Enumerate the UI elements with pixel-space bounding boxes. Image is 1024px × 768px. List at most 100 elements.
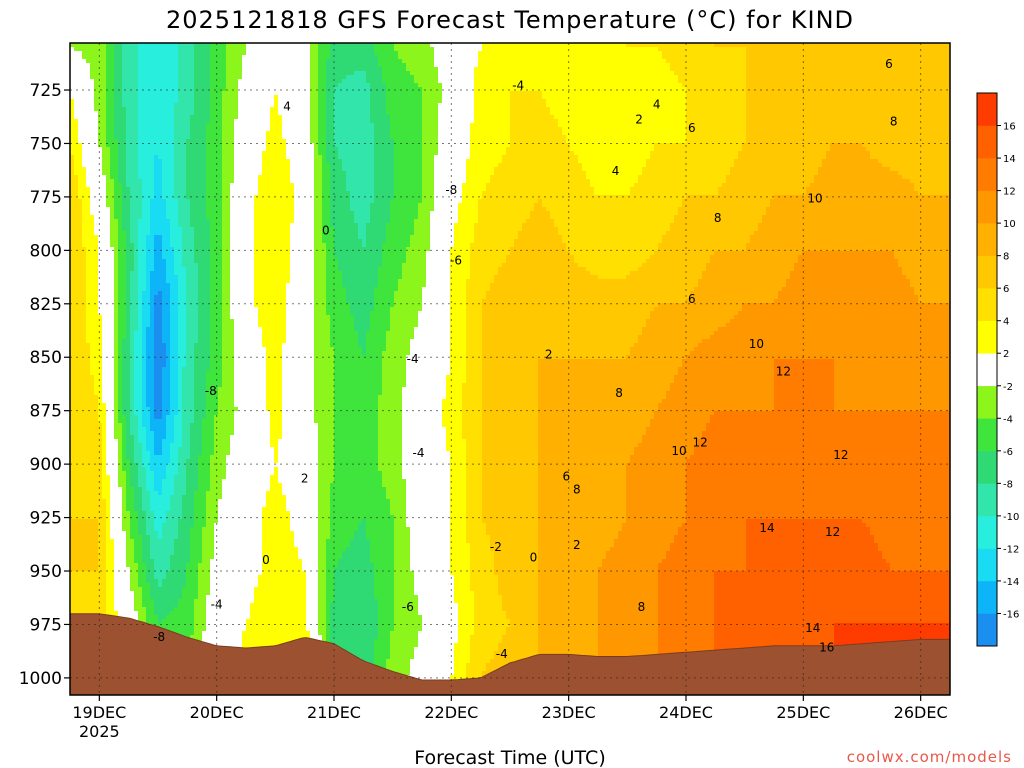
- temperature-cell: [90, 431, 95, 436]
- temperature-cell: [90, 471, 95, 476]
- temperature-cell: [78, 359, 83, 364]
- temperature-cell: [90, 559, 95, 564]
- temperature-cell: [78, 407, 83, 412]
- temperature-cell: [86, 311, 91, 316]
- temperature-cell: [86, 431, 91, 436]
- temperature-cell: [98, 511, 103, 516]
- temperature-cell: [90, 359, 95, 364]
- temperature-cell: [82, 371, 87, 376]
- temperature-cell: [98, 63, 103, 68]
- temperature-cell: [86, 347, 91, 352]
- temperature-cell: [98, 359, 103, 364]
- temperature-cell: [90, 55, 95, 60]
- temperature-cell: [82, 467, 87, 472]
- temperature-cell: [82, 591, 87, 596]
- temperature-cell: [86, 551, 91, 556]
- temperature-cell: [82, 251, 87, 256]
- temperature-cell: [78, 243, 83, 248]
- temperature-cell: [74, 371, 79, 376]
- temperature-cell: [98, 451, 103, 456]
- temperature-cell: [78, 403, 83, 408]
- temperature-cell: [94, 79, 99, 84]
- temperature-cell: [86, 231, 91, 236]
- temperature-cell: [102, 71, 107, 76]
- temperature-cross-section-chart: 2025121818 GFS Forecast Temperature (°C)…: [0, 0, 1024, 768]
- temperature-cell: [82, 411, 87, 416]
- temperature-cell: [82, 435, 87, 440]
- temperature-cell: [74, 231, 79, 236]
- temperature-cell: [90, 599, 95, 604]
- temperature-cell: [98, 423, 103, 428]
- temperature-cell: [74, 63, 79, 68]
- temperature-cell: [86, 531, 91, 536]
- temperature-cell: [74, 455, 79, 460]
- temperature-cell: [90, 487, 95, 492]
- temperature-cell: [90, 291, 95, 296]
- temperature-cell: [78, 63, 83, 68]
- temperature-cell: [90, 455, 95, 460]
- temperature-cell: [82, 95, 87, 100]
- temperature-cell: [78, 583, 83, 588]
- temperature-cell: [94, 395, 99, 400]
- temperature-cell: [90, 531, 95, 536]
- temperature-cell: [98, 267, 103, 272]
- temperature-cell: [82, 199, 87, 204]
- temperature-cell: [78, 295, 83, 300]
- temperature-cell: [74, 163, 79, 168]
- temperature-cell: [86, 579, 91, 584]
- temperature-cell: [90, 191, 95, 196]
- temperature-cell: [74, 487, 79, 492]
- temperature-cell: [98, 135, 103, 140]
- temperature-cell: [90, 523, 95, 528]
- temperature-cell: [78, 231, 83, 236]
- temperature-cell: [98, 291, 103, 296]
- temperature-cell: [94, 311, 99, 316]
- temperature-cell: [86, 375, 91, 380]
- temperature-cell: [82, 151, 87, 156]
- temperature-cell: [86, 547, 91, 552]
- temperature-cell: [94, 139, 99, 144]
- temperature-cell: [90, 79, 95, 84]
- temperature-cell: [82, 563, 87, 568]
- temperature-cell: [94, 223, 99, 228]
- temperature-cell: [98, 287, 103, 292]
- temperature-cell: [82, 339, 87, 344]
- temperature-cell: [74, 187, 79, 192]
- temperature-cell: [82, 331, 87, 336]
- temperature-cell: [90, 511, 95, 516]
- temperature-cell: [78, 599, 83, 604]
- temperature-cell: [98, 167, 103, 172]
- temperature-cell: [90, 367, 95, 372]
- temperature-cell: [90, 71, 95, 76]
- temperature-cell: [82, 587, 87, 592]
- temperature-cell: [86, 87, 91, 92]
- temperature-cell: [86, 323, 91, 328]
- temperature-cell: [74, 159, 79, 164]
- temperature-cell: [90, 111, 95, 116]
- temperature-cell: [74, 203, 79, 208]
- temperature-cell: [82, 139, 87, 144]
- temperature-cell: [74, 471, 79, 476]
- temperature-cell: [94, 443, 99, 448]
- temperature-fill-layer: [70, 43, 951, 696]
- temperature-cell: [78, 551, 83, 556]
- temperature-cell: [82, 595, 87, 600]
- temperature-cell: [78, 307, 83, 312]
- temperature-cell: [78, 595, 83, 600]
- temperature-cell: [98, 71, 103, 76]
- temperature-cell: [78, 459, 83, 464]
- temperature-cell: [86, 251, 91, 256]
- temperature-cell: [74, 467, 79, 472]
- temperature-cell: [82, 219, 87, 224]
- temperature-cell: [86, 503, 91, 508]
- temperature-cell: [90, 267, 95, 272]
- temperature-cell: [78, 543, 83, 548]
- temperature-cell: [74, 79, 79, 84]
- temperature-cell: [82, 295, 87, 300]
- temperature-cell: [90, 323, 95, 328]
- temperature-cell: [94, 527, 99, 532]
- temperature-cell: [78, 83, 83, 88]
- temperature-cell: [94, 559, 99, 564]
- temperature-cell: [94, 119, 99, 124]
- temperature-cell: [98, 543, 103, 548]
